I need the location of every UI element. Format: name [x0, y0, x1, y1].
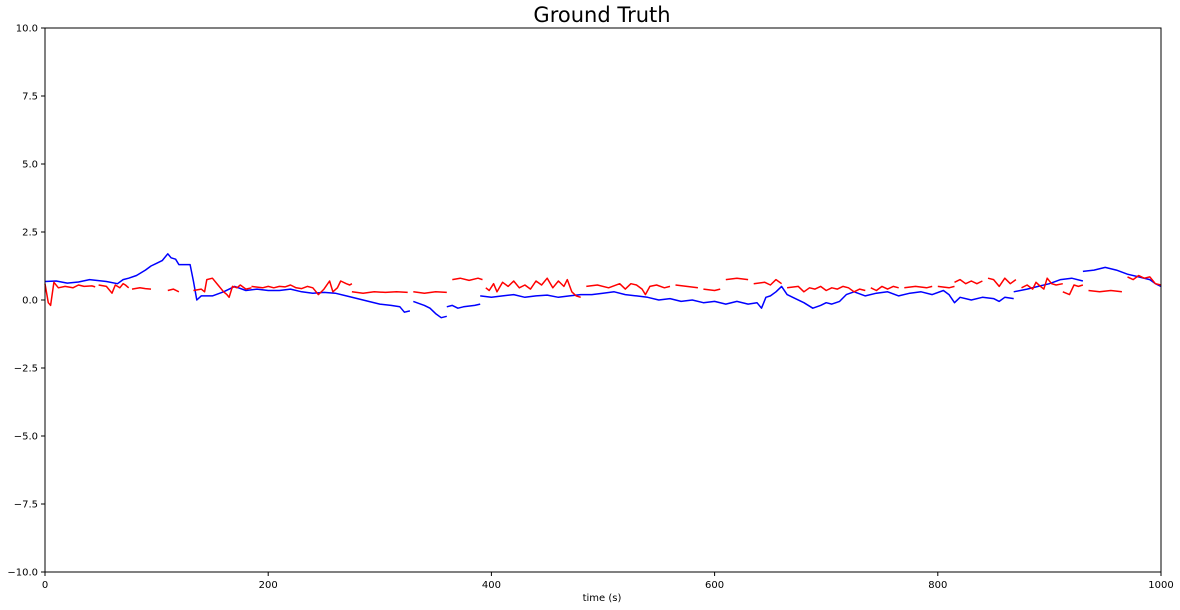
series-2-segment — [485, 277, 581, 299]
series-2-segment — [251, 280, 353, 296]
chart-title: Ground Truth — [533, 3, 670, 27]
y-tick-label: 0.0 — [22, 296, 38, 307]
series-2-segment — [870, 285, 899, 292]
series-2-segment — [787, 285, 866, 293]
x-tick-label: 0 — [42, 580, 48, 591]
series-2-segment — [675, 284, 698, 289]
series-2-segment — [725, 277, 749, 281]
y-tick-label: −7.5 — [14, 500, 38, 511]
series-1-segment — [1013, 277, 1084, 293]
y-ticks: −10.0 −7.5 −5.0 −2.5 0.0 2.5 5.0 7.5 10.0 — [7, 24, 45, 579]
series-2-segment — [1127, 274, 1162, 286]
x-tick-label: 1000 — [1148, 580, 1173, 591]
series-2-segment — [193, 277, 252, 299]
series-2-segment — [98, 282, 130, 294]
x-tick-label: 400 — [482, 580, 501, 591]
series-2-segment — [44, 281, 96, 307]
y-tick-label: −10.0 — [7, 568, 38, 579]
series-2-segment — [987, 277, 1017, 288]
y-tick-label: −2.5 — [14, 364, 38, 375]
x-tick-label: 800 — [928, 580, 947, 591]
y-tick-label: 2.5 — [22, 228, 38, 239]
x-ticks: 0 200 400 600 800 1000 — [42, 572, 1174, 591]
series-2-segment — [904, 285, 933, 289]
series-1-segment — [44, 253, 411, 313]
x-tick-label: 600 — [705, 580, 724, 591]
series-2-segment — [1088, 289, 1122, 293]
series-2-segment — [167, 288, 180, 293]
y-tick-label: −5.0 — [14, 432, 38, 443]
x-axis-label: time (s) — [583, 593, 622, 604]
x-tick-label: 200 — [259, 580, 278, 591]
series-1-segment — [480, 285, 1014, 309]
series-2-segment — [1062, 284, 1084, 296]
series-2-segment — [937, 285, 955, 289]
series-2-segment — [954, 278, 983, 285]
series-1-segment — [413, 300, 447, 319]
series-2-segment — [413, 291, 447, 294]
y-tick-label: 7.5 — [22, 92, 38, 103]
y-tick-label: 10.0 — [16, 24, 38, 35]
series-2-segment — [1021, 277, 1063, 290]
series-1-segment — [446, 303, 481, 309]
y-tick-label: 5.0 — [22, 160, 38, 171]
series-2-segment — [753, 278, 783, 286]
series-2-segment — [703, 288, 721, 292]
series-2-segment — [452, 277, 483, 282]
series-2-segment — [131, 287, 152, 290]
plot-lines — [44, 253, 1162, 319]
series-2-segment — [586, 282, 671, 296]
series-2-segment — [351, 291, 408, 294]
